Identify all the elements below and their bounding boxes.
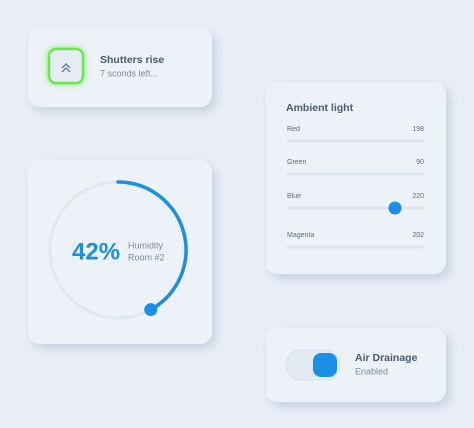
chevron-icon <box>61 62 71 73</box>
card <box>266 82 446 274</box>
channel-value: 202 <box>412 232 424 239</box>
slider-knob[interactable] <box>388 201 402 215</box>
humidity-value: 42% <box>72 238 120 265</box>
shutters-title: Shutters rise <box>100 54 164 66</box>
card <box>266 328 446 402</box>
shutters-status: 7 sconds left... <box>100 68 158 78</box>
gauge-knob <box>144 303 158 317</box>
shutters-button[interactable] <box>47 47 85 85</box>
channel-name: Magenta <box>287 232 314 239</box>
toggle-knob[interactable] <box>313 353 337 377</box>
channel-value: 90 <box>416 159 424 166</box>
drainage-title: Air Drainage <box>355 352 418 364</box>
channel-name: Red <box>287 126 300 133</box>
channel-value: 220 <box>412 193 424 200</box>
drainage-status: Enabled <box>355 366 388 376</box>
channel-name: Blue <box>287 193 301 200</box>
gauge-arc <box>116 180 188 312</box>
humidity-label: Humidity <box>128 240 164 250</box>
humidity-room: Room #2 <box>128 252 165 262</box>
card <box>28 27 212 107</box>
ambient-title: Ambient light <box>286 102 354 114</box>
channel-value: 198 <box>412 126 424 133</box>
channel-name: Green <box>287 159 307 166</box>
